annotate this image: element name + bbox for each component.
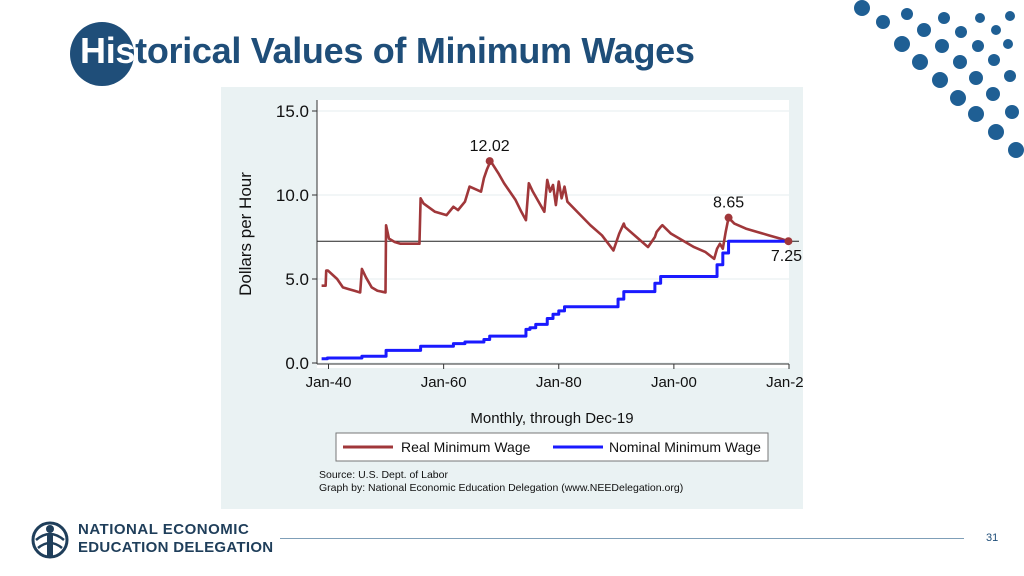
source-line-2: Graph by: National Economic Education De… — [319, 482, 683, 494]
legend-label-real: Real Minimum Wage — [401, 439, 531, 455]
plot-area — [317, 100, 789, 368]
minimum-wage-chart: 0.0 5.0 10.0 15.0 Jan-40 Jan-60 Jan-80 Jan-00 Ja… — [236, 100, 803, 494]
footer-divider — [280, 538, 964, 539]
y-axis-label: Dollars per Hour — [236, 172, 255, 296]
globe-person-icon — [31, 521, 69, 559]
annotation-label: 7.25 — [771, 248, 802, 265]
legend-box — [335, 432, 769, 462]
logo-text-line1: NATIONAL ECONOMIC — [78, 521, 250, 538]
annotation-label: 12.02 — [470, 138, 510, 155]
x-tick-label: Jan-40 — [306, 374, 352, 391]
x-tick-label: Jan-20 — [766, 374, 803, 391]
logo-text-line2: EDUCATION DELEGATION — [78, 539, 274, 556]
slide-title-part1: His — [80, 30, 136, 71]
source-line-1: Source: U.S. Dept. of Labor — [319, 469, 448, 481]
page-number: 31 — [986, 532, 999, 544]
legend-label-nominal: Nominal Minimum Wage — [609, 439, 761, 455]
x-tick-label: Jan-60 — [421, 374, 467, 391]
slide-title: Historical Values of Minimum Wages — [80, 30, 695, 72]
annotation-label: 8.65 — [713, 195, 744, 212]
annotation-marker — [724, 213, 733, 222]
y-tick-label: 0.0 — [285, 354, 309, 373]
decorative-dots — [854, 0, 1024, 158]
slide-title-part2: torical Values of Minimum Wages — [135, 30, 695, 71]
title-accent-circle — [70, 22, 134, 86]
annotation-marker — [485, 157, 494, 166]
series-line-real — [321, 160, 789, 294]
y-tick-label: 15.0 — [276, 102, 309, 121]
x-tick-label: Jan-00 — [651, 374, 697, 391]
y-tick-label: 5.0 — [285, 270, 309, 289]
series-line-nominal — [321, 239, 789, 361]
chart-panel: 0.0 5.0 10.0 15.0 Jan-40 Jan-60 Jan-80 Jan-00 Ja… — [221, 87, 803, 509]
y-tick-label: 10.0 — [276, 186, 309, 205]
x-axis-label: Monthly, through Dec-19 — [470, 410, 633, 427]
x-tick-label: Jan-80 — [536, 374, 582, 391]
annotation-marker — [784, 237, 793, 246]
